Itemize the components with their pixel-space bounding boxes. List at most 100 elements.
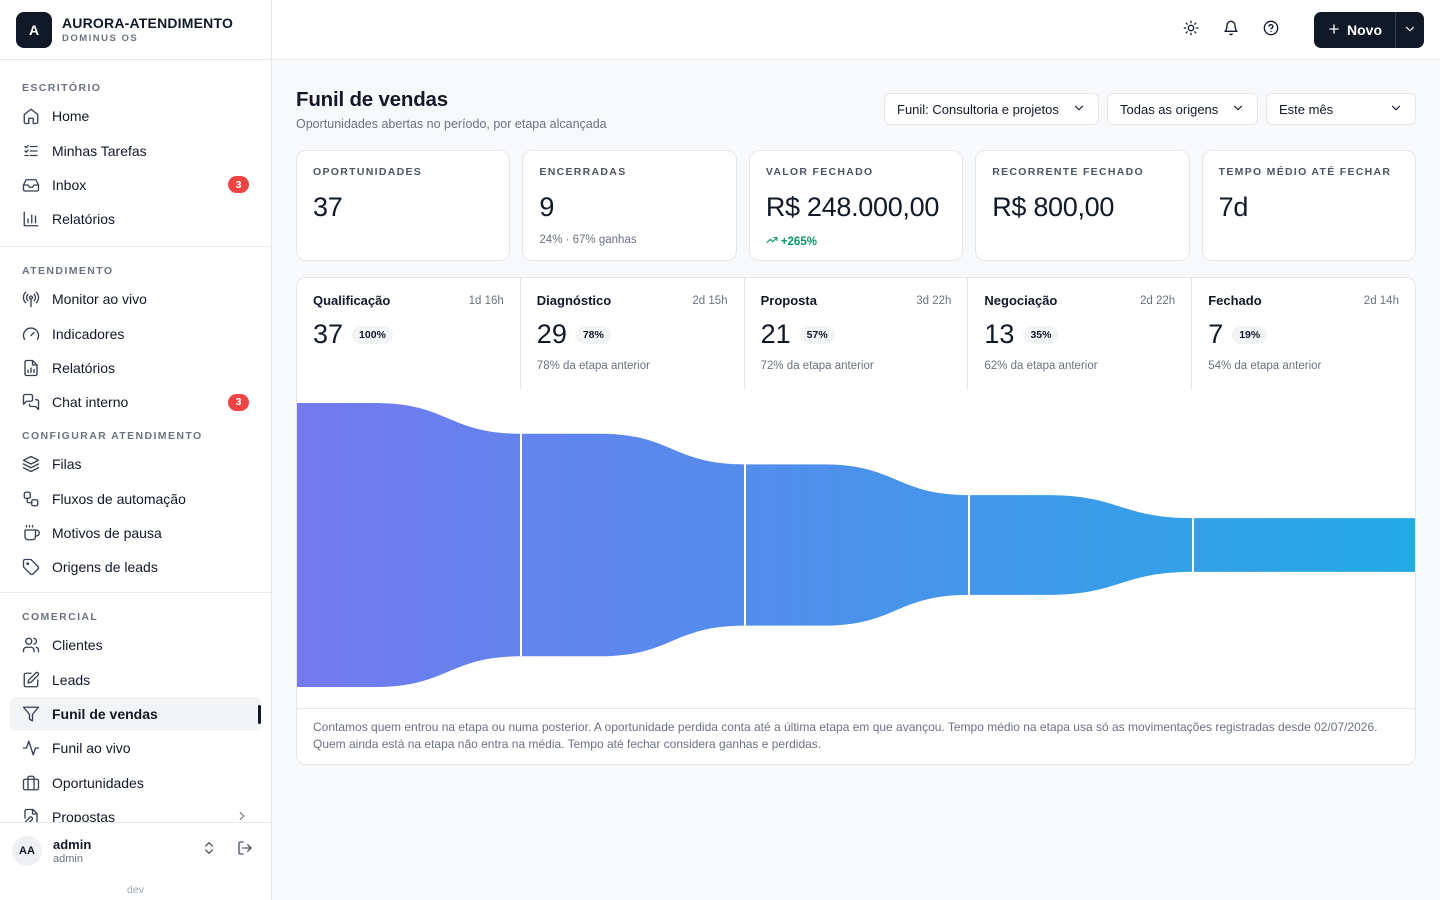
sidebar-item-label: Origens de leads bbox=[52, 559, 158, 576]
sidebar-item-monitor-ao-vivo[interactable]: Monitor ao vivo bbox=[10, 282, 261, 316]
funnel-segment[interactable] bbox=[521, 433, 745, 657]
sidebar-item-chat-interno[interactable]: Chat interno 3 bbox=[10, 385, 261, 419]
sidebar-item-label: Relatórios bbox=[52, 359, 116, 376]
kpi-label: VALOR FECHADO bbox=[765, 166, 874, 178]
funnel-stage[interactable]: Qualificação 1d 16h 37 100% bbox=[297, 278, 520, 390]
sidebar-item-label: Clientes bbox=[52, 637, 103, 654]
sidebar-item-funil-ao-vivo[interactable]: Funil ao vivo bbox=[10, 731, 261, 765]
sidebar-nav: ESCRITÓRIO Home Minhas Tarefas Inbox 3 Relató… bbox=[0, 60, 271, 822]
sidebar-item-relatorios[interactable]: Relatórios bbox=[10, 351, 261, 385]
new-dropdown-toggle[interactable] bbox=[1396, 22, 1424, 39]
kpi-trend: +265% bbox=[766, 234, 946, 249]
trending-up-icon bbox=[766, 234, 778, 249]
user-panel[interactable]: AA admin admin bbox=[0, 822, 271, 878]
stage-count: 13 bbox=[984, 319, 1015, 349]
sidebar-item-indicadores[interactable]: Indicadores bbox=[10, 316, 261, 350]
logout-icon[interactable] bbox=[237, 840, 253, 861]
chevrons-updown-icon[interactable] bbox=[201, 840, 217, 861]
kpi-row: OPORTUNIDADES 37 ENCERRADAS 9 24% · 67% … bbox=[296, 150, 1417, 261]
brand[interactable]: A AURORA-ATENDIMENTO DOMINUS OS bbox=[0, 0, 271, 60]
stage-count: 7 bbox=[1208, 319, 1224, 349]
home-icon bbox=[22, 107, 40, 125]
avatar: AA bbox=[12, 835, 42, 866]
kpi-label: RECORRENTE FECHADO bbox=[992, 166, 1144, 178]
funnel-stages: Qualificação 1d 16h 37 100% Diagnóstico 2d 15… bbox=[297, 278, 1415, 390]
sidebar-item-clientes[interactable]: Clientes bbox=[10, 628, 261, 662]
origin-select-value: Todas as origens bbox=[1120, 101, 1219, 117]
sidebar-item-origens-de-leads[interactable]: Origens de leads bbox=[10, 550, 261, 584]
nav-section-label: COMERCIAL bbox=[22, 611, 99, 623]
chevron-down-icon bbox=[1403, 22, 1417, 39]
kpi-trend-value: +265% bbox=[780, 235, 817, 248]
stage-avg-time: 2d 15h bbox=[692, 294, 728, 307]
funnel-stage[interactable]: Diagnóstico 2d 15h 29 78% 78% da etapa anter… bbox=[519, 278, 744, 390]
stage-percent-badge: 19% bbox=[1232, 325, 1268, 344]
period-select-value: Este mês bbox=[1279, 101, 1334, 117]
funnel-stage[interactable]: Negociação 2d 22h 13 35% 62% da etapa anteri… bbox=[967, 278, 1191, 390]
sidebar-item-home[interactable]: Home bbox=[10, 99, 261, 133]
sidebar-item-label: Leads bbox=[52, 671, 91, 688]
sidebar-item-motivos-de-pausa[interactable]: Motivos de pausa bbox=[10, 516, 261, 550]
env-label: dev bbox=[127, 884, 144, 896]
filters: Funil: Consultoria e projetos Todas as o… bbox=[884, 93, 1416, 125]
nav-section-label: CONFIGURAR ATENDIMENTO bbox=[22, 430, 203, 442]
user-name: admin bbox=[53, 836, 92, 852]
sidebar-item-inbox[interactable]: Inbox 3 bbox=[10, 168, 261, 202]
stage-name: Negociação bbox=[984, 293, 1058, 308]
stage-avg-time: 2d 14h bbox=[1363, 294, 1399, 307]
kpi-value: 9 bbox=[539, 192, 555, 222]
funnel-stage[interactable]: Fechado 2d 14h 7 19% 54% da etapa anterior bbox=[1191, 278, 1415, 390]
topbar: Novo bbox=[272, 0, 1440, 60]
brand-subtitle: DOMINUS OS bbox=[62, 33, 139, 44]
chevron-down-icon bbox=[1389, 101, 1403, 118]
funnel-segment[interactable] bbox=[297, 403, 521, 687]
kpi-card-opportunities: OPORTUNIDADES 37 bbox=[296, 150, 511, 261]
period-select[interactable]: Este mês bbox=[1266, 93, 1416, 125]
sidebar-item-relatorios[interactable]: Relatórios bbox=[10, 202, 261, 236]
stage-percent-badge: 57% bbox=[799, 325, 835, 344]
sidebar-item-funil-de-vendas[interactable]: Funil de vendas bbox=[10, 696, 261, 732]
kpi-card-closed-value: VALOR FECHADO R$ 248.000,00 +265% bbox=[748, 150, 964, 261]
funnel-segment[interactable] bbox=[1193, 518, 1416, 572]
sidebar-item-propostas[interactable]: Propostas bbox=[10, 800, 261, 822]
stage-name: Proposta bbox=[760, 293, 817, 308]
kpi-label: TEMPO MÉDIO ATÉ FECHAR bbox=[1218, 166, 1392, 178]
stage-avg-time: 2d 22h bbox=[1140, 294, 1176, 307]
sidebar-item-label: Fluxos de automação bbox=[52, 490, 186, 507]
funnel-segment[interactable] bbox=[745, 464, 969, 626]
bell-icon[interactable] bbox=[1222, 19, 1240, 37]
sidebar-item-leads[interactable]: Leads bbox=[10, 662, 261, 696]
stage-count: 37 bbox=[313, 319, 344, 349]
sidebar-item-minhas-tarefas[interactable]: Minhas Tarefas bbox=[10, 133, 261, 167]
funnel-segment[interactable] bbox=[969, 495, 1193, 595]
sidebar: A AURORA-ATENDIMENTO DOMINUS OS ESCRITÓR… bbox=[0, 0, 272, 900]
broadcast-icon bbox=[22, 290, 40, 308]
sidebar-item-label: Motivos de pausa bbox=[52, 524, 162, 541]
sun-icon[interactable] bbox=[1182, 19, 1200, 37]
sidebar-item-label: Funil de vendas bbox=[52, 705, 158, 722]
stage-name: Qualificação bbox=[313, 293, 391, 308]
kpi-value: R$ 800,00 bbox=[992, 192, 1115, 222]
plus-icon bbox=[1327, 22, 1341, 39]
kpi-card-avg-time: TEMPO MÉDIO ATÉ FECHAR 7d bbox=[1201, 150, 1417, 261]
sidebar-item-fluxos-de-automacao[interactable]: Fluxos de automação bbox=[10, 481, 261, 515]
kpi-note: 24% · 67% ganhas bbox=[539, 234, 637, 246]
funnel-select[interactable]: Funil: Consultoria e projetos bbox=[884, 93, 1099, 125]
sidebar-item-label: Filas bbox=[52, 456, 82, 473]
funnel-card: Qualificação 1d 16h 37 100% Diagnóstico 2d 15… bbox=[296, 277, 1416, 765]
stage-conversion-note: 72% da etapa anterior bbox=[760, 360, 874, 372]
new-button[interactable]: Novo bbox=[1314, 12, 1424, 48]
funnel-stage[interactable]: Proposta 3d 22h 21 57% 72% da etapa anterior bbox=[743, 278, 968, 390]
edit-icon bbox=[22, 671, 40, 689]
sidebar-item-filas[interactable]: Filas bbox=[10, 447, 261, 481]
sidebar-item-oportunidades[interactable]: Oportunidades bbox=[10, 766, 261, 800]
chevron-right-icon bbox=[235, 809, 249, 822]
origin-select[interactable]: Todas as origens bbox=[1107, 93, 1258, 125]
sidebar-item-label: Propostas bbox=[52, 809, 116, 822]
sidebar-item-label: Indicadores bbox=[52, 325, 125, 342]
sidebar-item-label: Monitor ao vivo bbox=[52, 291, 147, 308]
filter-icon bbox=[22, 705, 40, 723]
chat-icon bbox=[22, 393, 40, 411]
sidebar-item-label: Minhas Tarefas bbox=[52, 142, 147, 159]
help-icon[interactable] bbox=[1262, 19, 1280, 37]
